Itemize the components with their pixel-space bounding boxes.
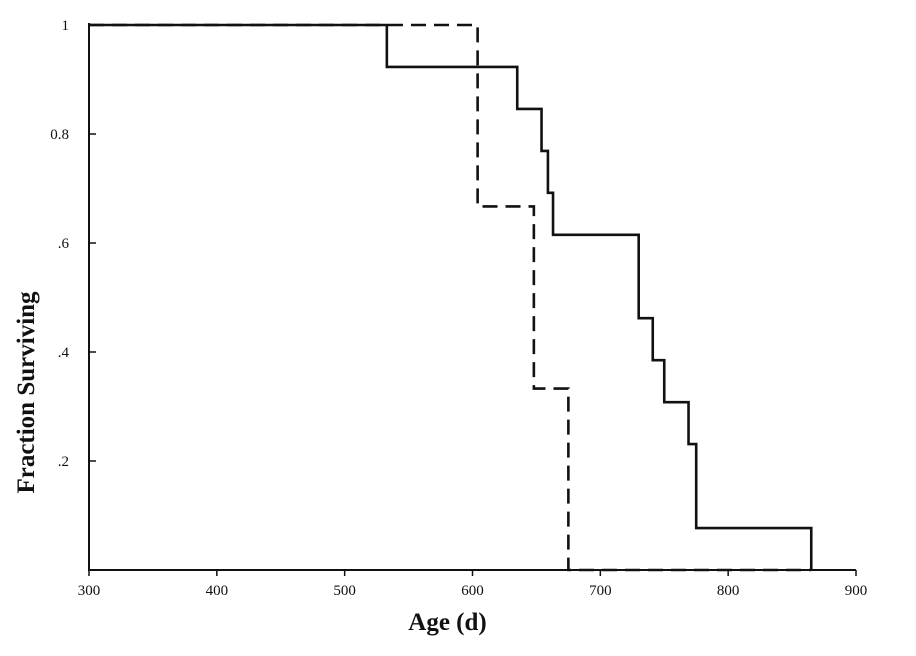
x-tick-label: 800 bbox=[717, 583, 740, 599]
x-tick-label: 500 bbox=[333, 583, 356, 599]
y-axis-title: Fraction Surviving bbox=[13, 291, 40, 494]
y-tick-label: 0.8 bbox=[50, 127, 69, 143]
x-tick-label: 300 bbox=[78, 583, 101, 599]
x-tick-label: 400 bbox=[206, 583, 229, 599]
x-tick-label: 600 bbox=[461, 583, 484, 599]
dashed-survival-curve bbox=[89, 23, 812, 572]
plot-area: 300 400 500 600 700 800 900 .2 .4 .6 0.8 1 bbox=[50, 18, 867, 599]
y-tick-label: .4 bbox=[58, 345, 70, 361]
series-layer bbox=[89, 23, 813, 572]
x-axis-title: Age (d) bbox=[408, 609, 486, 636]
solid-survival-curve bbox=[89, 23, 813, 570]
y-tick-label: 1 bbox=[62, 18, 70, 34]
x-tick-label: 900 bbox=[845, 583, 868, 599]
y-axis-ticks: .2 .4 .6 0.8 1 bbox=[50, 18, 96, 470]
x-tick-label: 700 bbox=[589, 583, 612, 599]
y-tick-label: .6 bbox=[58, 236, 70, 252]
x-axis-ticks: 300 400 500 600 700 800 900 bbox=[78, 570, 868, 599]
y-tick-label: .2 bbox=[58, 454, 69, 470]
